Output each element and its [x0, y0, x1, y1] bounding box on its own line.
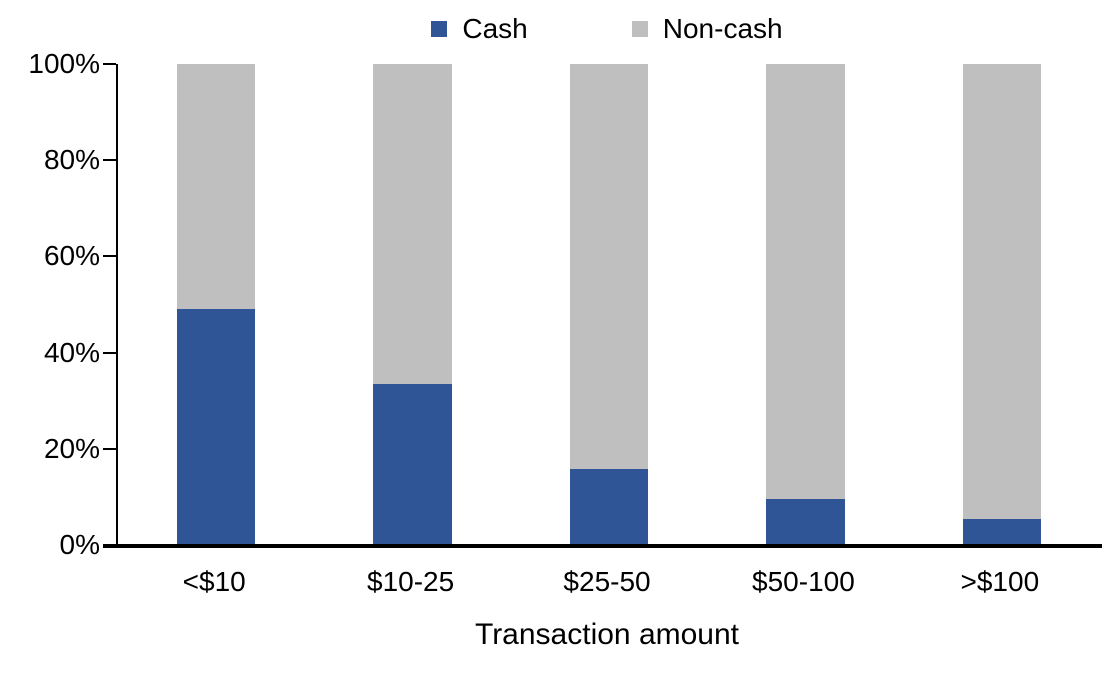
x-axis-title: Transaction amount	[474, 618, 740, 651]
noncash-legend-swatch	[631, 21, 648, 37]
x-axis-category-label: <$10	[182, 566, 246, 597]
y-axis: 0% 20% 40% 60% 80% 100%	[0, 48, 100, 560]
bar-segment-noncash	[176, 64, 256, 310]
stacked-bar	[766, 64, 845, 545]
x-axis-line	[103, 544, 1102, 548]
chart-legend: Cash Non-cash	[116, 12, 1098, 46]
bar-segment-noncash	[373, 64, 452, 384]
bar-slot	[707, 64, 903, 545]
noncash-legend-label: Non-cash	[662, 13, 783, 44]
stacked-bar	[176, 64, 256, 545]
y-axis-tick-mark	[103, 255, 116, 258]
bar-segment-noncash	[569, 64, 649, 470]
x-axis-labels: <$10 $10-25 $25-50 $50-100 >$100	[116, 566, 1098, 598]
cash-legend-swatch	[431, 21, 448, 37]
y-axis-tick-label: 20%	[43, 432, 100, 464]
stacked-bar	[962, 64, 1042, 545]
stacked-bar	[373, 64, 452, 545]
x-axis-category-label: $50-100	[752, 566, 855, 597]
bar-segment-cash	[569, 469, 649, 545]
y-axis-tick-label: 60%	[43, 240, 100, 272]
y-axis-tick-label: 40%	[43, 336, 100, 368]
x-axis-category-label: >$100	[960, 566, 1040, 597]
bar-segment-noncash	[766, 64, 845, 499]
bar-slot	[511, 64, 707, 545]
y-axis-tick-label: 0%	[59, 529, 100, 560]
plot-area	[116, 64, 1100, 545]
y-axis-tick-mark	[103, 351, 116, 354]
bar-segment-noncash	[962, 64, 1042, 519]
bar-segment-cash	[373, 383, 452, 545]
y-axis-tick-mark	[103, 63, 116, 65]
bar-slot	[118, 64, 314, 545]
y-axis-tick-label: 80%	[43, 144, 100, 176]
bar-segment-cash	[766, 498, 845, 545]
bar-segment-cash	[962, 518, 1042, 545]
x-axis-category-label: $25-50	[563, 566, 651, 597]
legend-item-noncash: Non-cash	[631, 13, 783, 45]
bar-slot	[314, 64, 510, 545]
y-axis-tick-label: 100%	[28, 48, 100, 79]
legend-item-cash: Cash	[431, 13, 528, 45]
bar-segment-cash	[176, 309, 256, 545]
x-axis-category-label: $10-25	[367, 566, 455, 597]
cash-legend-label: Cash	[462, 13, 528, 44]
y-axis-tick-mark	[103, 159, 116, 162]
stacked-bar	[569, 64, 649, 545]
y-axis-tick-mark	[103, 447, 116, 450]
bar-slot	[904, 64, 1100, 545]
